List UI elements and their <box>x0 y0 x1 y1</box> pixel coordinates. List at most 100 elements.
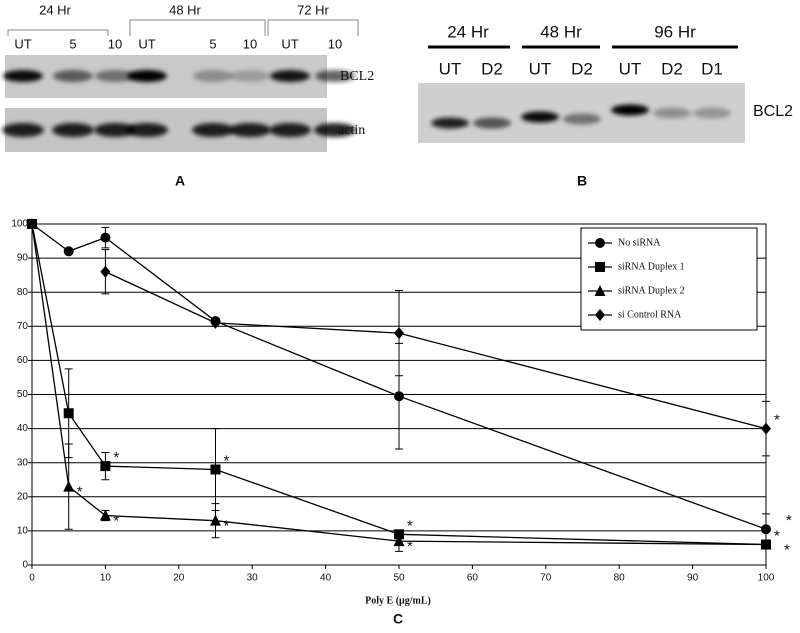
annotation: * <box>774 528 780 545</box>
series-line <box>105 271 767 430</box>
panel-label: A <box>175 173 185 189</box>
band <box>269 123 311 137</box>
band <box>192 123 234 137</box>
marker <box>595 309 605 321</box>
x-tick-label: 90 <box>687 573 699 584</box>
time-label: 72 Hr <box>297 2 329 17</box>
lane-label: UT <box>14 36 31 51</box>
band <box>563 113 601 125</box>
marker <box>595 238 605 248</box>
panel-label: C <box>393 611 403 627</box>
x-tick-label: 0 <box>29 573 35 584</box>
band <box>653 107 691 119</box>
lane-label: D2 <box>481 59 503 78</box>
lane-label: UT <box>439 59 462 78</box>
x-tick-label: 80 <box>614 573 626 584</box>
marker <box>210 464 221 475</box>
band <box>126 123 168 137</box>
annotation: * <box>77 484 83 501</box>
plot-border <box>31 223 767 566</box>
marker <box>594 285 606 296</box>
annotation: * <box>113 449 119 466</box>
band <box>229 123 271 137</box>
band <box>193 70 233 82</box>
time-label: 24 Hr <box>447 22 489 41</box>
marker <box>393 535 405 547</box>
lane-label: D2 <box>571 59 593 78</box>
marker <box>761 422 771 435</box>
marker <box>210 316 221 329</box>
lane-label: D1 <box>701 59 723 78</box>
lane-label: 10 <box>243 36 257 51</box>
band <box>270 70 310 82</box>
marker <box>760 538 772 550</box>
band <box>2 123 44 137</box>
x-tick-label: 20 <box>173 573 185 584</box>
marker <box>761 524 771 535</box>
lane-label: UT <box>281 36 298 51</box>
band <box>94 123 136 137</box>
bracket <box>7 19 359 36</box>
annotation: * <box>224 518 230 535</box>
marker <box>394 391 404 402</box>
band <box>95 70 135 82</box>
blot-label: actin <box>338 123 365 138</box>
series-line <box>31 223 767 546</box>
y-tick-label: 60 <box>17 355 29 366</box>
annotation: * <box>407 538 413 555</box>
lane-label: D2 <box>661 59 683 78</box>
legend-label[interactable]: siRNA Duplex 2 <box>618 285 685 296</box>
legend-box <box>580 227 758 331</box>
lane-label: 10 <box>108 36 122 51</box>
lane-label: UT <box>529 59 552 78</box>
marker <box>595 262 605 272</box>
band <box>3 70 43 82</box>
band <box>53 70 93 82</box>
y-tick-label: 0 <box>22 560 28 571</box>
marker <box>63 246 74 257</box>
band <box>611 104 649 116</box>
marker <box>63 408 74 419</box>
y-tick-label: 80 <box>17 287 29 298</box>
lane-label: 5 <box>209 36 216 51</box>
band <box>314 123 356 137</box>
legend-label[interactable]: si Control RNA <box>618 309 682 320</box>
legend-label[interactable]: No siRNA <box>618 237 661 248</box>
lane-label: UT <box>619 59 642 78</box>
marker <box>210 514 221 526</box>
annotation: * <box>224 452 230 469</box>
x-axis-label: Poly E (μg/mL) <box>365 595 431 606</box>
blot-label: BCL2 <box>340 69 374 84</box>
y-tick-label: 90 <box>17 253 29 264</box>
x-tick-label: 40 <box>320 573 332 584</box>
y-tick-label: 100 <box>11 219 28 230</box>
band <box>473 117 511 129</box>
time-label: 48 Hr <box>169 2 201 17</box>
band <box>230 70 270 82</box>
marker <box>26 218 38 229</box>
x-tick-label: 60 <box>467 573 479 584</box>
x-tick-label: 100 <box>758 573 775 584</box>
time-label: 24 Hr <box>39 2 71 17</box>
marker <box>99 509 111 521</box>
lane-label: 5 <box>69 36 76 51</box>
annotation: * <box>113 513 119 530</box>
y-tick-label: 70 <box>17 321 29 332</box>
lane-label: UT <box>138 36 155 51</box>
y-tick-label: 20 <box>17 491 29 502</box>
x-tick-label: 10 <box>100 573 112 584</box>
legend-label[interactable]: siRNA Duplex 1 <box>618 261 685 272</box>
x-tick-label: 70 <box>540 573 552 584</box>
band <box>315 70 355 82</box>
band <box>52 123 94 137</box>
band <box>521 111 559 123</box>
marker <box>394 327 404 340</box>
annotation: * <box>774 412 780 429</box>
x-tick-label: 30 <box>247 573 259 584</box>
series-line <box>31 223 767 530</box>
y-tick-label: 30 <box>17 457 29 468</box>
band <box>127 70 167 82</box>
blot-label: BCL2 <box>753 103 793 120</box>
annotation: * <box>784 542 790 559</box>
